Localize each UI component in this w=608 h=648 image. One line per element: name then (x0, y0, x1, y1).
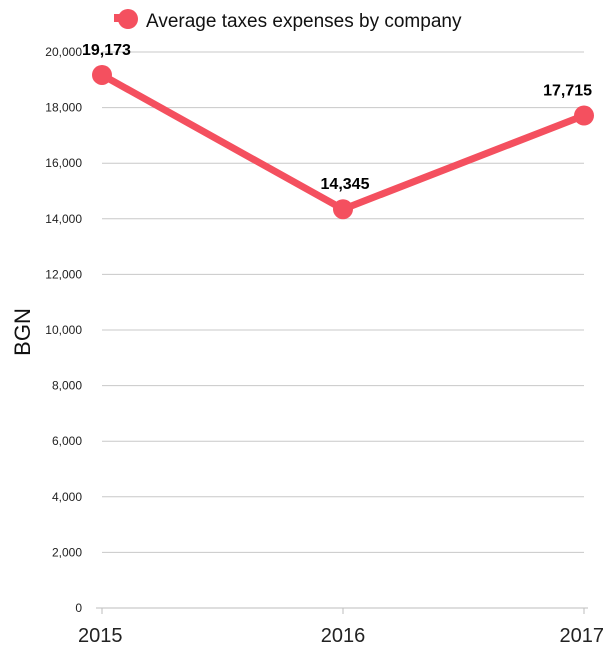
legend-marker (114, 9, 138, 29)
data-label: 17,715 (543, 83, 592, 100)
y-tick-label: 4,000 (52, 490, 82, 504)
axis-layer: 0 2,000 4,000 6,000 8,000 10,000 12,000 14,000 1… (45, 45, 604, 647)
y-tick-label: 10,000 (45, 323, 82, 337)
y-tick-label: 12,000 (45, 267, 82, 281)
y-tick-label: 6,000 (52, 434, 82, 448)
data-label: 14,345 (321, 176, 370, 193)
x-tick-label: 2016 (321, 625, 366, 647)
label-layer: 19,173 14,345 17,715 (82, 42, 592, 193)
data-point[interactable] (92, 64, 112, 85)
y-tick-label: 0 (75, 601, 82, 615)
x-tick-label: 2015 (78, 625, 123, 647)
data-point[interactable] (333, 199, 353, 220)
y-tick-label: 2,000 (52, 545, 82, 559)
x-tick-label: 2017 (560, 625, 605, 647)
legend-label-series-1: Average taxes expenses by company (146, 11, 462, 32)
series-layer (92, 64, 594, 220)
data-label: 19,173 (82, 42, 131, 59)
y-tick-label: 16,000 (45, 156, 82, 170)
data-point[interactable] (574, 105, 594, 126)
y-tick-label: 14,000 (45, 212, 82, 226)
y-tick-label: 18,000 (45, 101, 82, 115)
legend[interactable]: Average taxes expenses by company (114, 9, 462, 32)
y-tick-label: 20,000 (45, 45, 82, 59)
legend-marker-dot (118, 9, 138, 29)
y-tick-label: 8,000 (52, 379, 82, 393)
grid-layer (102, 51, 584, 553)
y-axis-title: BGN (10, 308, 35, 356)
